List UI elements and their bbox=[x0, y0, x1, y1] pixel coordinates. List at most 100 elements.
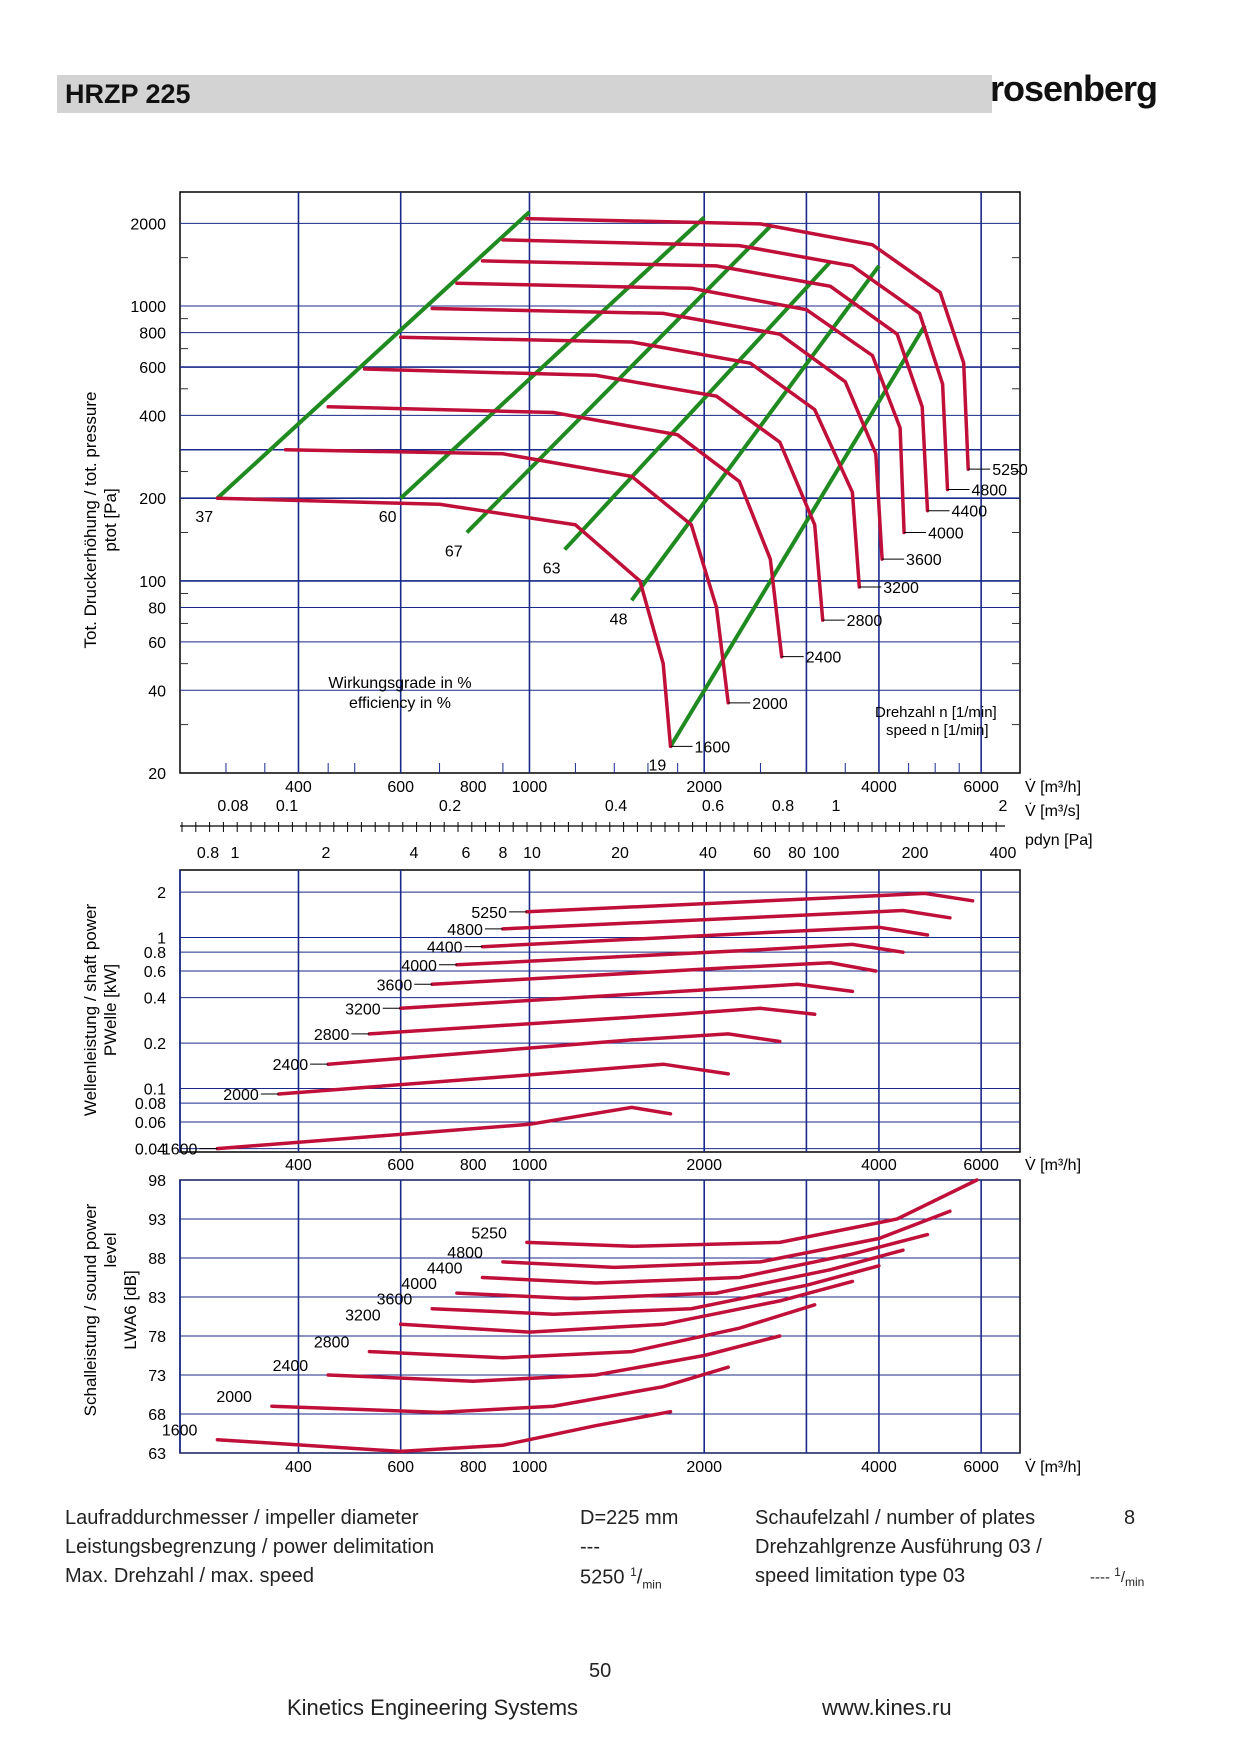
x3-tick-label: 2 bbox=[322, 845, 331, 862]
speed-label: 3600 bbox=[906, 552, 942, 569]
power-label: 2000 bbox=[223, 1087, 259, 1104]
y-tick-label: 83 bbox=[148, 1290, 166, 1307]
footer-url: www.kines.ru bbox=[822, 1695, 952, 1720]
speed-label: 2400 bbox=[806, 650, 842, 667]
y-tick-label: 40 bbox=[148, 683, 166, 700]
y-tick-label: 0.6 bbox=[144, 964, 166, 981]
y-tick-label: 600 bbox=[139, 360, 166, 377]
y-tick-label: 0.06 bbox=[135, 1115, 166, 1132]
power-label: 4000 bbox=[401, 958, 437, 975]
title-bar: HRZP 225 bbox=[57, 75, 992, 113]
sound-curve bbox=[398, 1279, 855, 1334]
y-tick-label: 200 bbox=[139, 491, 166, 508]
y-tick-label: 60 bbox=[148, 635, 166, 652]
footer-company: Kinetics Engineering Systems bbox=[287, 1695, 579, 1720]
sound-curve bbox=[270, 1365, 730, 1415]
spec-label-max-speed: Max. Drehzahl / max. speed bbox=[65, 1565, 314, 1587]
plot-frame-pressure bbox=[179, 191, 1021, 774]
x2-tick-label: 0.4 bbox=[605, 798, 627, 815]
y-tick-label: 400 bbox=[139, 408, 166, 425]
x-tick-label: 2000 bbox=[686, 1157, 722, 1174]
power-curve bbox=[398, 982, 855, 1011]
spec-value-plates: 8 bbox=[1124, 1507, 1136, 1529]
efficiency-label: 60 bbox=[379, 509, 397, 526]
y-tick-label: 78 bbox=[148, 1329, 166, 1346]
x3-tick-label: 80 bbox=[788, 845, 806, 862]
y-tick-label: 80 bbox=[148, 601, 166, 618]
power-curve bbox=[455, 942, 905, 967]
power-curve bbox=[501, 908, 952, 931]
speed-curve bbox=[283, 448, 730, 705]
y-tick-label: 73 bbox=[148, 1368, 166, 1385]
y-tick-label: 0.4 bbox=[144, 991, 166, 1008]
y-axis-label: Tot. Druckerhöhung / tot. pressure bbox=[81, 391, 100, 648]
y-tick-label: 0.8 bbox=[144, 945, 166, 962]
sound-label: 2000 bbox=[216, 1389, 252, 1406]
sound-curve bbox=[215, 1409, 673, 1454]
efficiency-line bbox=[563, 260, 832, 551]
x3-tick-label: 20 bbox=[611, 845, 629, 862]
y-axis-label: Wellenleistung / shaft power bbox=[81, 904, 100, 1117]
sound-curve bbox=[455, 1248, 905, 1301]
efficiency-label: 48 bbox=[610, 611, 628, 628]
efficiency-line bbox=[668, 324, 927, 748]
page-title: HRZP 225 bbox=[65, 79, 191, 109]
speed-curve bbox=[455, 281, 906, 535]
sound-label: 4000 bbox=[401, 1276, 437, 1293]
power-curve bbox=[525, 891, 975, 914]
x3-tick-label: 10 bbox=[523, 845, 541, 862]
speed-curve bbox=[501, 238, 950, 492]
spec-label-plates: Schaufelzahl / number of plates bbox=[755, 1507, 1036, 1529]
x3-tick-label: 6 bbox=[462, 845, 471, 862]
sound-curve bbox=[367, 1303, 817, 1360]
sound-curve bbox=[501, 1209, 952, 1270]
power-label: 2800 bbox=[314, 1027, 350, 1044]
x3-tick-label: 4 bbox=[410, 845, 419, 862]
speed-curve bbox=[430, 306, 884, 561]
efficiency-line bbox=[630, 264, 881, 602]
x-tick-label: 800 bbox=[460, 779, 487, 796]
x-axis-label: V̇ [m³/h] bbox=[1025, 778, 1081, 796]
x-tick-label: 800 bbox=[460, 1459, 487, 1476]
speed-curve bbox=[398, 335, 862, 589]
y-tick-label: 100 bbox=[139, 574, 166, 591]
spec-label-power: Leistungsbegrenzung / power delimitation bbox=[65, 1536, 435, 1558]
y-tick-label: 93 bbox=[148, 1212, 166, 1229]
x-tick-label: 600 bbox=[387, 779, 414, 796]
spec-label-speed-limit: Drehzahlgrenze Ausführung 03 / bbox=[755, 1536, 1042, 1558]
sound-curve bbox=[525, 1178, 979, 1249]
speed-label: 4000 bbox=[928, 525, 964, 542]
x-tick-label: 6000 bbox=[963, 779, 999, 796]
sound-label: 5250 bbox=[471, 1225, 507, 1242]
x2-tick-label: 0.8 bbox=[772, 798, 794, 815]
efficiency-caption: efficiency in % bbox=[349, 695, 451, 712]
spec-label-impeller: Laufraddurchmesser / impeller diameter bbox=[65, 1507, 419, 1529]
y-tick-label: 2000 bbox=[130, 216, 166, 233]
x-axis-label: V̇ [m³/h] bbox=[1025, 1458, 1081, 1476]
x-tick-label: 600 bbox=[387, 1157, 414, 1174]
y-axis-label: ptot [Pa] bbox=[101, 488, 120, 551]
efficiency-line bbox=[216, 210, 531, 500]
x3-axis-label: pdyn [Pa] bbox=[1025, 832, 1093, 849]
sound-label: 3200 bbox=[345, 1307, 381, 1324]
efficiency-label: 37 bbox=[195, 509, 213, 526]
power-curve bbox=[277, 1062, 730, 1096]
x2-tick-label: 0.08 bbox=[217, 798, 248, 815]
y-tick-label: 63 bbox=[148, 1446, 166, 1463]
x-tick-label: 800 bbox=[460, 1157, 487, 1174]
power-label: 1600 bbox=[162, 1142, 198, 1159]
spec-value-speed-type: ---- 1/min bbox=[1090, 1565, 1145, 1589]
power-label: 4400 bbox=[427, 940, 463, 957]
efficiency-label: 63 bbox=[543, 561, 561, 578]
x3-tick-label: 1 bbox=[231, 845, 240, 862]
x3-tick-label: 40 bbox=[699, 845, 717, 862]
power-label: 3200 bbox=[345, 1001, 381, 1018]
sound-label: 2400 bbox=[273, 1358, 309, 1375]
speed-label: 3200 bbox=[883, 580, 919, 597]
speed-label: 5250 bbox=[992, 462, 1028, 479]
x-tick-label: 400 bbox=[285, 779, 312, 796]
x-tick-label: 6000 bbox=[963, 1157, 999, 1174]
power-label: 4800 bbox=[447, 922, 483, 939]
speed-label: 4400 bbox=[952, 504, 988, 521]
